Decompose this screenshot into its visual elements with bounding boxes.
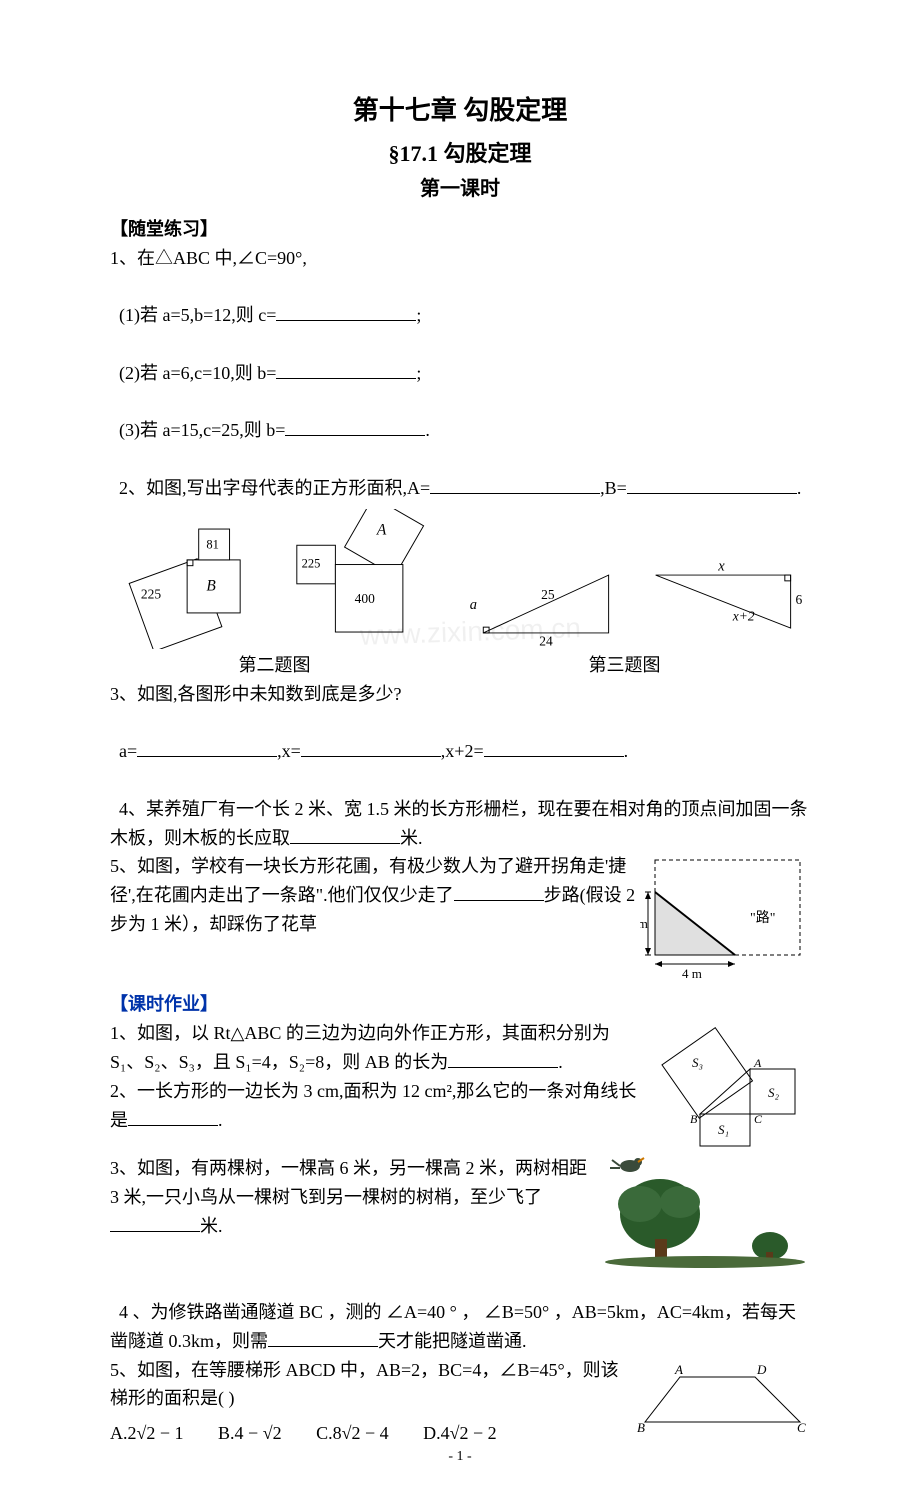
lbl-tB: B [637, 1420, 645, 1435]
chapter-title: 第十七章 勾股定理 [110, 90, 810, 132]
lbl-24: 24 [539, 633, 553, 648]
lbl-tD: D [756, 1362, 767, 1377]
q1b: (2)若 a=6,c=10,则 b=; [110, 330, 810, 388]
blank-q2a[interactable] [430, 476, 600, 494]
lbl-path: "路" [750, 910, 775, 926]
q1c: (3)若 a=15,c=25,则 b=. [110, 388, 810, 446]
fig-hw1: S₁ S₂ S₃ A B C [640, 1019, 810, 1154]
lbl-225: 225 [141, 586, 161, 601]
q1b-pre: (2)若 a=6,c=10,则 b= [119, 363, 276, 383]
lbl-B2: B [690, 1112, 698, 1126]
ans-C[interactable]: C.8√2 − 4 [316, 1419, 389, 1448]
q4-pre: 4、某养殖厂有一个长 2 米、宽 1.5 米的长方形栅栏，现在要在相对角的顶点间… [110, 799, 808, 848]
q3c-pre: ,x+2= [441, 741, 484, 761]
caption-2: 第二题图 [110, 651, 439, 680]
lbl-25: 25 [541, 587, 555, 602]
hw-q3-a: 3、如图，有两棵树，一棵高 6 米，另一棵高 2 米，两树相距 3 米,一只小鸟… [110, 1158, 587, 1207]
lbl-tA: A [674, 1362, 683, 1377]
lbl-225b: 225 [302, 556, 321, 570]
lbl-4m: 4 m [682, 966, 702, 981]
hw-q2-post: . [218, 1110, 223, 1130]
q4-post: 米. [400, 828, 423, 848]
fig-3a: a 25 24 [464, 559, 628, 649]
lesson-title: 第一课时 [110, 173, 810, 205]
q1c-pre: (3)若 a=15,c=25,则 b= [119, 420, 285, 440]
q3-answers: a= ,x= ,x+2=. [110, 708, 810, 766]
caption-row: 第二题图 第三题图 [110, 651, 810, 680]
page-number: - 1 - [0, 1446, 920, 1468]
hw-q4-post: 天才能把隧道凿通. [378, 1331, 527, 1351]
lbl-81: 81 [206, 537, 219, 551]
q2: 2、如图,写出字母代表的正方形面积,A= ,B=. [110, 445, 810, 503]
ans-B[interactable]: B.4 − √2 [218, 1419, 282, 1448]
blank-q2b[interactable] [627, 476, 797, 494]
q1-stem: 1、在△ABC 中,∠C=90°, [110, 244, 810, 273]
hw-q3-post: 米. [200, 1216, 223, 1236]
lbl-S3: S₃ [692, 1055, 703, 1070]
lbl-a: a [470, 597, 477, 613]
lbl-6: 6 [796, 592, 803, 607]
q3-stem: 3、如图,各图形中未知数到底是多少? [110, 680, 810, 709]
hw-q1-block: S₁ S₂ S₃ A B C 1、如图，以 Rt△ABC 的三边为边向外作正方形… [110, 1019, 810, 1154]
q1a-post: ; [416, 305, 421, 325]
blank-q5[interactable] [454, 883, 544, 901]
hw-q5-block: A D B C 5、如图，在等腰梯形 ABCD 中，AB=2，BC=4，∠B=4… [110, 1356, 810, 1448]
lbl-C2: C [754, 1112, 763, 1126]
fig-hw1-wrap: S₁ S₂ S₃ A B C [640, 1019, 810, 1154]
q3a-pre: a= [119, 741, 137, 761]
q2-mid: ,B= [600, 478, 627, 498]
hw-q4: 4 、为修铁路凿通隧道 BC ，测的 ∠A=40 ° ， ∠B=50° ，AB=… [110, 1269, 810, 1355]
lbl-B: B [206, 577, 216, 594]
q2-pre: 2、如图,写出字母代表的正方形面积,A= [119, 478, 430, 498]
fig-3b: x 6 x+2 [646, 559, 810, 649]
figure-row-1: 81 225 B 225 400 A a 25 24 x 6 x+2 [110, 509, 810, 649]
fig-2b: 225 400 A [292, 509, 446, 649]
blank-hw3[interactable] [110, 1214, 200, 1232]
lbl-tC: C [797, 1420, 806, 1435]
lbl-A: A [376, 521, 387, 538]
fig-trees [600, 1154, 810, 1269]
hw-q3-block: 3、如图，有两棵树，一棵高 6 米，另一棵高 2 米，两树相距 3 米,一只小鸟… [110, 1154, 810, 1269]
blank-q3b[interactable] [301, 739, 441, 757]
lbl-3m: 3 m [640, 916, 648, 931]
lbl-A2: A [753, 1056, 762, 1070]
blank-hw4[interactable] [268, 1329, 378, 1347]
lbl-x2: x+2 [732, 608, 755, 623]
blank-hw1[interactable] [448, 1050, 558, 1068]
q1a-pre: (1)若 a=5,b=12,则 c= [119, 305, 276, 325]
q1a: (1)若 a=5,b=12,则 c=; [110, 272, 810, 330]
fig-5-wrap: "路" 3 m 4 m [640, 852, 810, 982]
lbl-x: x [717, 559, 725, 574]
blank-q3a[interactable] [137, 739, 277, 757]
blank-q4[interactable] [290, 826, 400, 844]
q5-block: "路" 3 m 4 m 5、如图，学校有一块长方形花圃，有极少数人为了避开拐角走… [110, 852, 810, 982]
blank-q1a[interactable] [276, 303, 416, 321]
blank-hw2[interactable] [128, 1108, 218, 1126]
lbl-400: 400 [355, 591, 375, 606]
fig-trap: A D B C [635, 1362, 810, 1437]
q3c-post: . [624, 741, 629, 761]
q3b-pre: ,x= [277, 741, 301, 761]
blank-q1b[interactable] [276, 361, 416, 379]
fig-trees-wrap [600, 1154, 810, 1269]
lbl-S1: S₁ [718, 1122, 729, 1137]
ans-A[interactable]: A.2√2 − 1 [110, 1419, 184, 1448]
fig-trap-wrap: A D B C [635, 1362, 810, 1437]
ans-D[interactable]: D.4√2 − 2 [423, 1419, 497, 1448]
q1b-post: ; [416, 363, 421, 383]
fig-2a: 81 225 B [110, 519, 274, 649]
fig-5: "路" 3 m 4 m [640, 852, 810, 982]
q1c-post: . [425, 420, 430, 440]
hw-q1-post: . [558, 1052, 563, 1072]
homework-header: 【课时作业】 [110, 990, 810, 1019]
caption-3: 第三题图 [439, 651, 810, 680]
blank-q1c[interactable] [285, 418, 425, 436]
q4: 4、某养殖厂有一个长 2 米、宽 1.5 米的长方形栅栏，现在要在相对角的顶点间… [110, 766, 810, 852]
section-title: §17.1 勾股定理 [110, 136, 810, 171]
blank-q3c[interactable] [484, 739, 624, 757]
lbl-S2: S₂ [768, 1085, 780, 1100]
practice-header: 【随堂练习】 [110, 215, 810, 244]
q2-post: . [797, 478, 802, 498]
